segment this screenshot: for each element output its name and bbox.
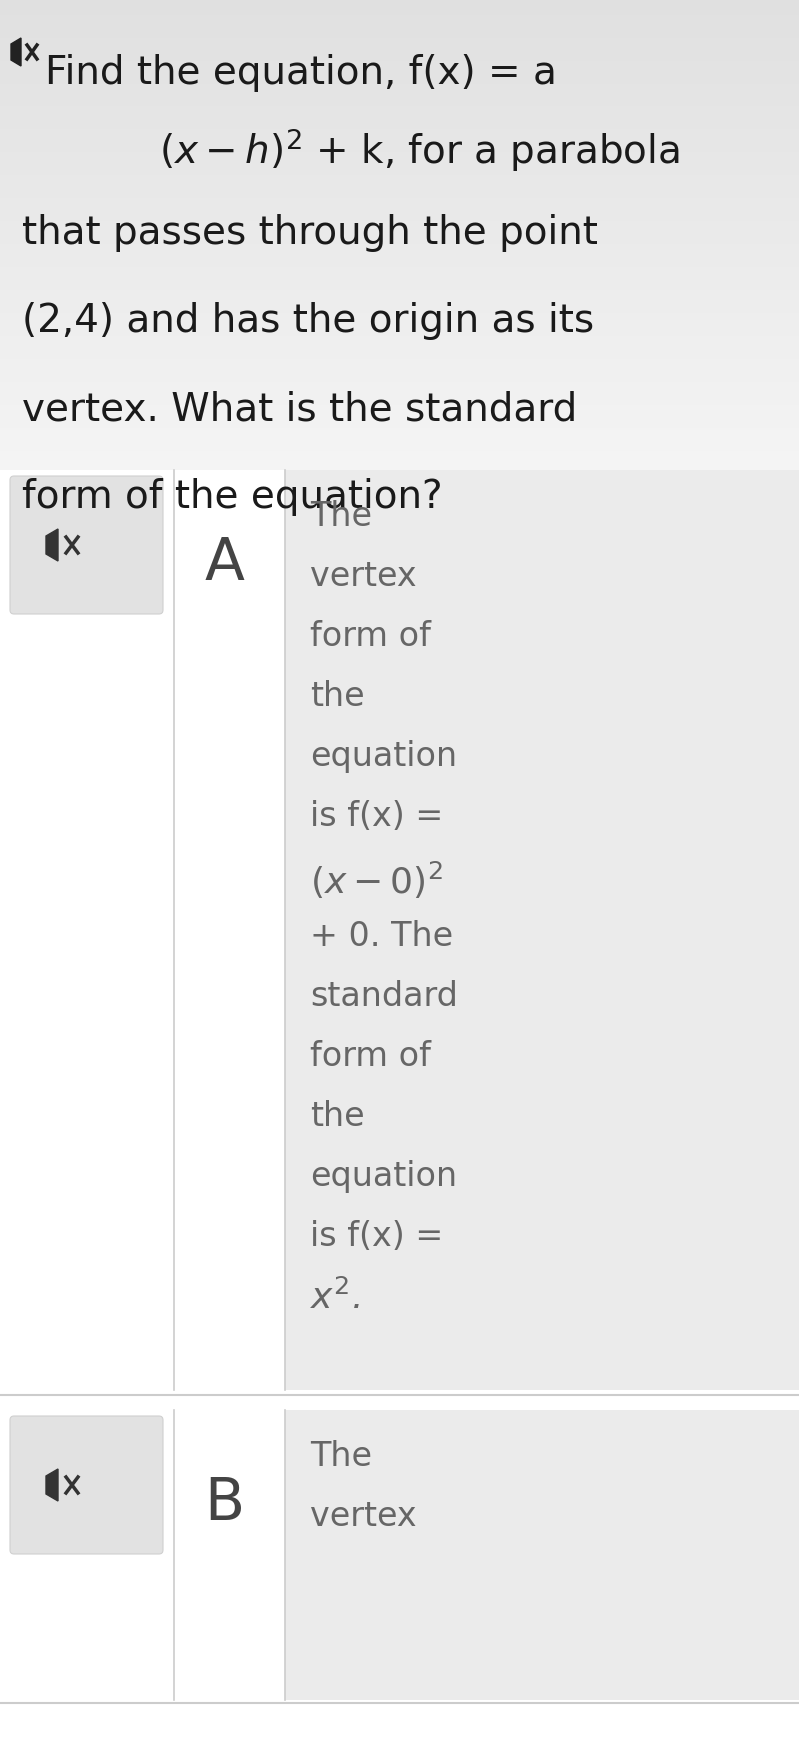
Text: is f(x) =: is f(x) = bbox=[310, 800, 443, 833]
FancyBboxPatch shape bbox=[285, 470, 799, 1391]
FancyBboxPatch shape bbox=[0, 470, 799, 1391]
Text: $x^2$.: $x^2$. bbox=[310, 1281, 360, 1315]
Polygon shape bbox=[46, 1469, 58, 1501]
Text: A: A bbox=[204, 535, 244, 592]
Text: form of: form of bbox=[310, 1039, 431, 1073]
FancyBboxPatch shape bbox=[0, 470, 799, 1747]
Text: The: The bbox=[310, 500, 372, 533]
Text: equation: equation bbox=[310, 741, 457, 772]
FancyBboxPatch shape bbox=[0, 1703, 799, 1747]
Text: Find the equation, f(x) = a: Find the equation, f(x) = a bbox=[45, 54, 557, 93]
Text: $(x - h)^2$ + k, for a parabola: $(x - h)^2$ + k, for a parabola bbox=[159, 126, 680, 173]
FancyBboxPatch shape bbox=[10, 1417, 163, 1555]
Text: that passes through the point: that passes through the point bbox=[22, 213, 598, 252]
Text: vertex: vertex bbox=[310, 1501, 416, 1534]
Text: $(x - 0)^2$: $(x - 0)^2$ bbox=[310, 860, 443, 901]
Text: The: The bbox=[310, 1440, 372, 1473]
Polygon shape bbox=[46, 529, 58, 561]
Polygon shape bbox=[11, 38, 21, 66]
Text: equation: equation bbox=[310, 1160, 457, 1193]
Text: form of: form of bbox=[310, 620, 431, 653]
Text: (2,4) and has the origin as its: (2,4) and has the origin as its bbox=[22, 302, 594, 341]
Text: form of the equation?: form of the equation? bbox=[22, 479, 443, 515]
Text: the: the bbox=[310, 1101, 364, 1134]
Text: B: B bbox=[204, 1474, 244, 1532]
Text: vertex: vertex bbox=[310, 561, 416, 592]
Text: vertex. What is the standard: vertex. What is the standard bbox=[22, 390, 577, 428]
Text: + 0. The: + 0. The bbox=[310, 921, 453, 954]
Text: is f(x) =: is f(x) = bbox=[310, 1219, 443, 1253]
Text: the: the bbox=[310, 680, 364, 713]
FancyBboxPatch shape bbox=[0, 1410, 799, 1700]
Text: standard: standard bbox=[310, 980, 458, 1013]
FancyBboxPatch shape bbox=[285, 1410, 799, 1700]
FancyBboxPatch shape bbox=[10, 475, 163, 613]
